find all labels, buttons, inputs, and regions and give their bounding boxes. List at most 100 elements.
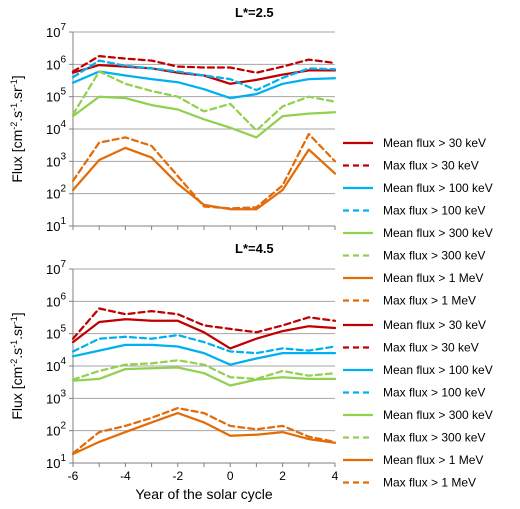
y-axis-title-part: .sr (9, 87, 25, 103)
y-axis-title-part: ] (9, 312, 25, 316)
y-tick-label: 106 (46, 54, 66, 72)
series-line (71, 146, 337, 211)
y-axis-title-part: .s (9, 111, 25, 122)
y-tick-label: 103 (46, 388, 66, 406)
series-line (71, 70, 337, 132)
y-tick-label: 103 (46, 151, 66, 169)
y-tick-label: 101 (46, 453, 66, 471)
y-tick-label: 104 (46, 119, 66, 137)
y-tick-label: 107 (46, 22, 66, 40)
y-axis-title-part: ] (9, 75, 25, 79)
y-axis-title-part: .sr (9, 324, 25, 340)
y-tick-base: 10 (46, 25, 60, 40)
y-tick-base: 10 (46, 187, 60, 202)
series-line (71, 411, 337, 456)
series-line (71, 318, 337, 350)
y-tick-exponent: 7 (60, 259, 66, 270)
y-tick-base: 10 (46, 90, 60, 105)
y-tick-base: 10 (46, 219, 60, 234)
series-line (71, 95, 337, 139)
legend-label: Max flux > 30 keV (383, 159, 479, 173)
legend-label: Mean flux > 100 keV (383, 363, 493, 377)
series-line (71, 406, 337, 455)
y-axis-title-superscript: -1 (9, 79, 19, 87)
y-tick-label: 107 (46, 259, 66, 277)
y-axis-title: Flux [cm-2.s-1.sr-1] (9, 312, 25, 419)
y-tick-exponent: 4 (60, 119, 66, 130)
legend-label: Mean flux > 100 keV (383, 181, 493, 195)
legend-label: Max flux > 100 keV (383, 386, 485, 400)
y-tick-exponent: 3 (60, 151, 66, 162)
x-tick-label: -2 (172, 469, 183, 483)
y-tick-label: 101 (46, 216, 66, 234)
x-tick-label: 2 (279, 469, 286, 483)
y-tick-base: 10 (46, 456, 60, 471)
series-line (71, 70, 337, 100)
y-tick-base: 10 (46, 262, 60, 277)
y-tick-base: 10 (46, 154, 60, 169)
y-tick-base: 10 (46, 294, 60, 309)
y-tick-label: 105 (46, 87, 66, 105)
y-axis-title: Flux [cm-2.s-1.sr-1] (9, 75, 25, 182)
legend-label: Mean flux > 300 keV (383, 226, 493, 240)
y-tick-base: 10 (46, 424, 60, 439)
y-axis-title-superscript: -1 (9, 316, 19, 324)
y-tick-exponent: 7 (60, 22, 66, 33)
x-tick-label: 4 (332, 469, 339, 483)
y-axis-title-superscript: -1 (9, 103, 19, 111)
series-line (71, 307, 337, 340)
y-tick-base: 10 (46, 391, 60, 406)
y-tick-label: 102 (46, 421, 66, 439)
y-tick-exponent: 4 (60, 356, 66, 367)
y-tick-exponent: 1 (60, 216, 66, 227)
y-tick-label: 105 (46, 324, 66, 342)
y-tick-exponent: 2 (60, 184, 66, 195)
chart-title: L*=2.5 (235, 5, 274, 20)
y-axis-title-part: Flux [cm (9, 130, 25, 183)
x-axis-title: Year of the solar cycle (135, 486, 272, 502)
legend-label: Mean flux > 300 keV (383, 408, 493, 422)
series-line (71, 132, 337, 210)
y-axis-title-superscript: -2 (9, 359, 19, 367)
x-tick-label: -4 (120, 469, 131, 483)
legend-label: Mean flux > 1 MeV (383, 271, 483, 285)
y-tick-base: 10 (46, 57, 60, 72)
legend-label: Mean flux > 30 keV (383, 318, 486, 332)
legend-label: Max flux > 300 keV (383, 431, 485, 445)
series-line (71, 359, 337, 381)
legend-label: Max flux > 300 keV (383, 249, 485, 263)
y-tick-exponent: 1 (60, 453, 66, 464)
y-tick-label: 106 (46, 291, 66, 309)
legend-label: Max flux > 1 MeV (383, 476, 476, 490)
chart-title: L*=4.5 (235, 241, 274, 256)
x-tick-label: 0 (227, 469, 234, 483)
y-axis-title-superscript: -1 (9, 340, 19, 348)
y-axis-title-part: Flux [cm (9, 367, 25, 420)
x-tick-label: -6 (68, 469, 79, 483)
y-axis-title-part: .s (9, 348, 25, 359)
y-tick-exponent: 6 (60, 54, 66, 65)
legend-label: Mean flux > 30 keV (383, 136, 486, 150)
y-tick-label: 104 (46, 356, 66, 374)
legend-label: Max flux > 1 MeV (383, 294, 476, 308)
y-tick-base: 10 (46, 359, 60, 374)
y-tick-base: 10 (46, 122, 60, 137)
y-tick-base: 10 (46, 327, 60, 342)
series-line (71, 343, 337, 366)
series-line (71, 54, 337, 74)
y-tick-exponent: 5 (60, 87, 66, 98)
y-tick-exponent: 2 (60, 421, 66, 432)
y-tick-exponent: 3 (60, 388, 66, 399)
y-tick-exponent: 5 (60, 324, 66, 335)
legend-label: Mean flux > 1 MeV (383, 453, 483, 467)
y-tick-exponent: 6 (60, 291, 66, 302)
y-tick-label: 102 (46, 184, 66, 202)
y-axis-title-superscript: -2 (9, 122, 19, 130)
legend-label: Max flux > 100 keV (383, 204, 485, 218)
series-line (71, 366, 337, 387)
series-line (71, 333, 337, 355)
series-line (71, 59, 337, 92)
